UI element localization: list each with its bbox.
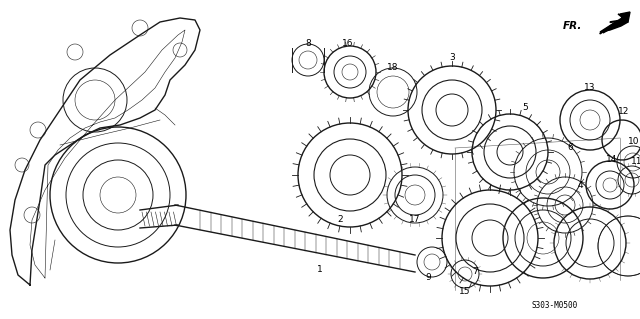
- Text: 8: 8: [305, 39, 311, 48]
- Text: 1: 1: [317, 265, 323, 275]
- Polygon shape: [600, 14, 628, 32]
- Text: 5: 5: [522, 103, 528, 113]
- Text: 10: 10: [628, 137, 640, 146]
- Text: S303-M0500: S303-M0500: [532, 300, 578, 309]
- Text: 7: 7: [472, 268, 478, 277]
- Text: 6: 6: [567, 144, 573, 152]
- Text: 9: 9: [425, 273, 431, 283]
- Text: 11: 11: [631, 158, 640, 167]
- Polygon shape: [603, 12, 630, 33]
- Text: 4: 4: [577, 181, 583, 189]
- Text: 18: 18: [387, 63, 399, 71]
- Text: FR.: FR.: [563, 21, 582, 31]
- Text: 3: 3: [449, 54, 455, 63]
- Text: 16: 16: [342, 40, 354, 48]
- Text: 17: 17: [409, 216, 420, 225]
- Text: 14: 14: [606, 155, 618, 165]
- Text: 15: 15: [460, 287, 471, 296]
- Text: 13: 13: [584, 84, 596, 93]
- Text: 2: 2: [337, 216, 343, 225]
- Text: 12: 12: [618, 108, 630, 116]
